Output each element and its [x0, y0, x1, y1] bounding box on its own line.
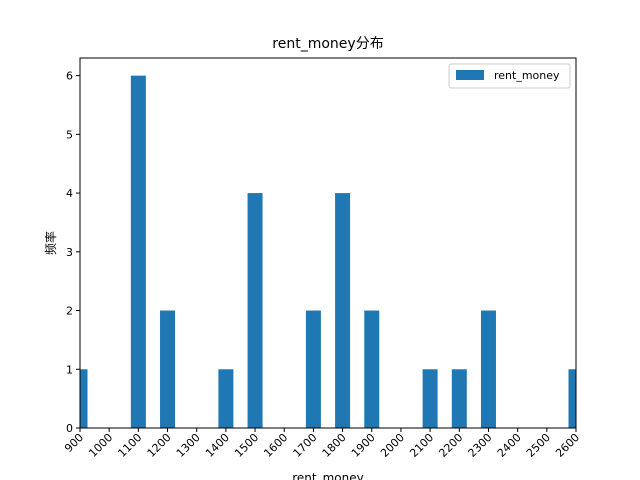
legend-label: rent_money	[494, 69, 560, 82]
x-tick-label-1100: 1100	[115, 431, 144, 460]
bar-2300	[480, 310, 496, 428]
x-tick-label-2400: 2400	[495, 431, 524, 460]
plot-frame	[79, 57, 577, 429]
bars-group	[80, 75, 576, 428]
x-tick-label-1900: 1900	[349, 431, 378, 460]
y-tick-label-3: 3	[66, 246, 73, 259]
x-tick-label-2000: 2000	[378, 431, 407, 460]
bar-1500	[247, 193, 263, 428]
bar-1800	[335, 193, 351, 428]
bar-1400	[218, 369, 234, 428]
y-tick-label-6: 6	[66, 70, 73, 83]
bar-1100	[130, 75, 146, 428]
chart-title: rent_money分布	[272, 36, 383, 52]
y-axis: 0 1 2 3 4 5 6	[66, 70, 80, 435]
x-tick-label-2100: 2100	[407, 431, 436, 460]
legend-swatch	[456, 70, 484, 80]
x-tick-label-1200: 1200	[145, 431, 174, 460]
y-tick-label-5: 5	[66, 128, 73, 141]
x-tick-label-2600: 2600	[553, 431, 582, 460]
x-tick-label-1000: 1000	[86, 431, 115, 460]
bar-900	[80, 369, 88, 428]
bar-2200	[451, 369, 467, 428]
bar-2100	[422, 369, 438, 428]
legend: rent_money	[448, 63, 571, 89]
y-tick-label-0: 0	[66, 422, 73, 435]
x-tick-label-1300: 1300	[174, 431, 203, 460]
x-tick-label-1500: 1500	[232, 431, 261, 460]
bar-1900	[364, 310, 380, 428]
x-tick-label-2300: 2300	[466, 431, 495, 460]
bar-2600	[568, 369, 576, 428]
x-axis-label: rent_money	[292, 471, 363, 480]
y-axis-label: 频率	[43, 231, 58, 255]
x-tick-label-1400: 1400	[203, 431, 232, 460]
x-tick-label-2200: 2200	[436, 431, 465, 460]
x-tick-label-1800: 1800	[320, 431, 349, 460]
x-axis: 900 1000 1100 1200 1300 1400 1500 1600 1700 1800 1…	[62, 428, 582, 460]
x-tick-label-1600: 1600	[261, 431, 290, 460]
y-tick-label-4: 4	[66, 187, 73, 200]
y-tick-label-1: 1	[66, 363, 73, 376]
x-tick-label-1700: 1700	[291, 431, 320, 460]
x-tick-label-2500: 2500	[524, 431, 553, 460]
y-tick-label-2: 2	[66, 305, 73, 318]
bar-1700	[305, 310, 321, 428]
bar-1200	[160, 310, 176, 428]
